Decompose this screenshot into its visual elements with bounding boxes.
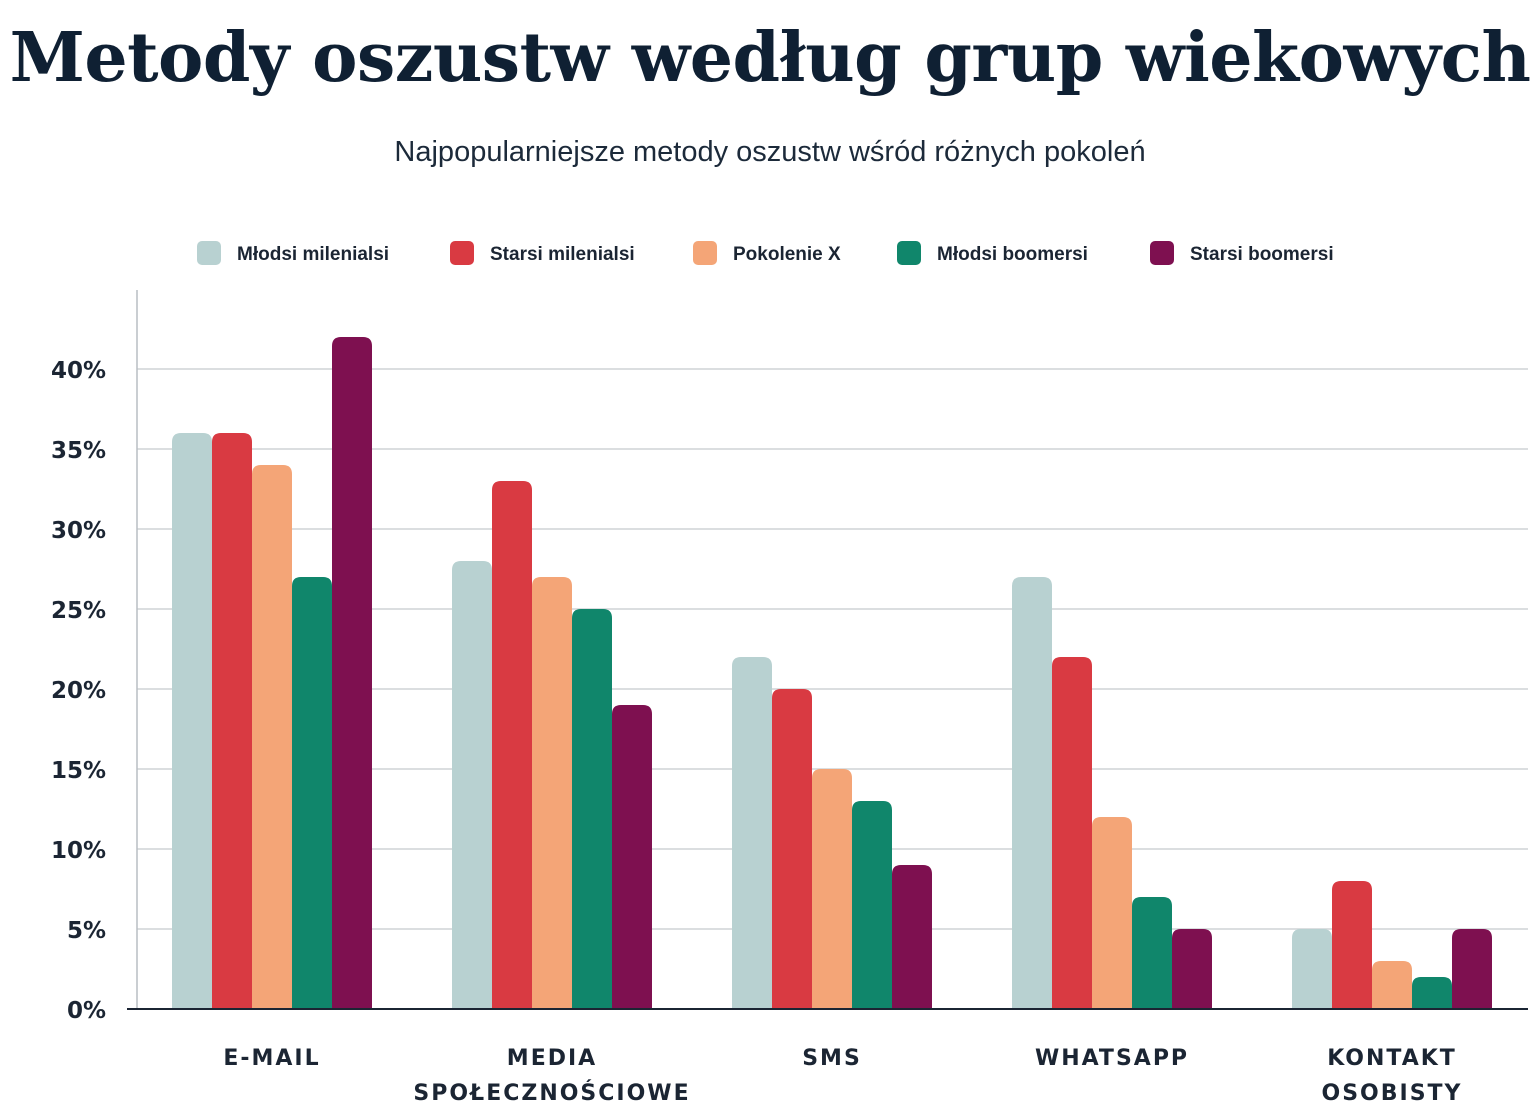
legend-label: Młodsi milenialsi: [237, 244, 389, 265]
chart-title: Metody oszustw według grup wiekowych: [9, 18, 1531, 98]
bar: [212, 433, 252, 1009]
bar: [532, 577, 572, 1009]
bar: [772, 689, 812, 1009]
chart-subtitle: Najpopularniejsze metody oszustw wśród r…: [394, 136, 1146, 168]
y-tick-label: 20%: [51, 678, 106, 704]
y-tick-label: 10%: [51, 838, 106, 864]
bar: [1052, 657, 1092, 1009]
chart-legend: Młodsi milenialsi Starsi milenialsi Pokole…: [197, 241, 1334, 265]
y-tick-label: 5%: [67, 918, 106, 944]
y-tick-label: 0%: [67, 998, 106, 1024]
x-category-label: KONTAKT: [1327, 1046, 1457, 1071]
legend-swatch: [897, 241, 921, 265]
bar: [452, 561, 492, 1009]
x-category-label: SMS: [802, 1046, 862, 1071]
legend-swatch: [1150, 241, 1174, 265]
y-tick-label: 35%: [51, 438, 106, 464]
y-tick-label: 40%: [51, 358, 106, 384]
legend-label: Młodsi boomersi: [937, 244, 1088, 265]
legend-swatch: [693, 241, 717, 265]
bar: [1012, 577, 1052, 1009]
y-axis-ticks: 0% 5% 10% 15% 20% 25% 30% 35% 40%: [51, 358, 106, 1024]
legend-label: Starsi boomersi: [1190, 244, 1334, 265]
bar: [1452, 929, 1492, 1009]
bar: [732, 657, 772, 1009]
bar: [1372, 961, 1412, 1009]
x-axis-labels: E-MAIL MEDIA SPOŁECZNOŚCIOWE SMS WHATSAPP KON…: [223, 1046, 1463, 1106]
bar: [1172, 929, 1212, 1009]
y-tick-label: 25%: [51, 598, 106, 624]
bar: [852, 801, 892, 1009]
bar: [812, 769, 852, 1009]
x-category-label: SPOŁECZNOŚCIOWE: [413, 1080, 690, 1106]
legend-label: Starsi milenialsi: [490, 244, 635, 265]
x-category-label: E-MAIL: [223, 1046, 320, 1071]
y-tick-label: 30%: [51, 518, 106, 544]
bar: [292, 577, 332, 1009]
x-category-label: OSOBISTY: [1322, 1081, 1463, 1106]
x-category-label: WHATSAPP: [1035, 1046, 1189, 1071]
bar: [892, 865, 932, 1009]
bars: [172, 337, 1492, 1009]
bar: [1412, 977, 1452, 1009]
bar: [252, 465, 292, 1009]
bar: [1292, 929, 1332, 1009]
legend-swatch: [450, 241, 474, 265]
bar: [1332, 881, 1372, 1009]
bar: [332, 337, 372, 1009]
legend-label: Pokolenie X: [733, 244, 841, 265]
y-tick-label: 15%: [51, 758, 106, 784]
bar: [1092, 817, 1132, 1009]
bar: [572, 609, 612, 1009]
x-category-label: MEDIA: [507, 1046, 597, 1071]
legend-swatch: [197, 241, 221, 265]
bar: [612, 705, 652, 1009]
bar: [492, 481, 532, 1009]
bar: [1132, 897, 1172, 1009]
bar: [172, 433, 212, 1009]
axes: [127, 290, 1528, 1010]
